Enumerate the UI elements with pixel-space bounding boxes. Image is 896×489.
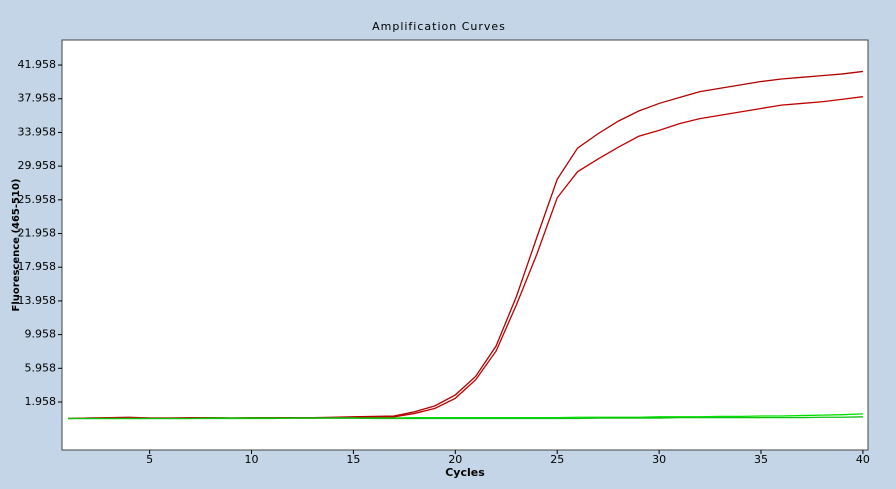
x-tick-label: 15 — [346, 453, 360, 466]
x-tick-label: 20 — [448, 453, 462, 466]
plot-area — [61, 39, 869, 451]
y-tick-label: 21.958 — [18, 227, 57, 240]
y-tick-label: 33.958 — [18, 125, 57, 138]
x-tick-label: 40 — [856, 453, 870, 466]
series-line — [68, 416, 863, 420]
y-tick-label: 1.958 — [25, 395, 57, 408]
y-tick-label: 5.958 — [25, 361, 57, 374]
y-tick-label: 17.958 — [18, 260, 57, 273]
x-tick-label: 5 — [146, 453, 153, 466]
y-tick-label: 13.958 — [18, 294, 57, 307]
x-tick-label: 25 — [550, 453, 564, 466]
y-tick-label: 37.958 — [18, 92, 57, 105]
chart-title: Amplification Curves — [372, 20, 506, 33]
y-tick-label: 29.958 — [18, 159, 57, 172]
y-tick-label: 41.958 — [18, 58, 57, 71]
x-tick-label: 10 — [245, 453, 259, 466]
x-tick-label: 35 — [754, 453, 768, 466]
y-tick-label: 25.958 — [18, 193, 57, 206]
x-tick-label: 30 — [652, 453, 666, 466]
y-axis-label: Fluorescence (465-510) — [11, 179, 22, 312]
y-tick-label: 9.958 — [25, 328, 57, 341]
x-axis-label: Cycles — [445, 466, 485, 479]
